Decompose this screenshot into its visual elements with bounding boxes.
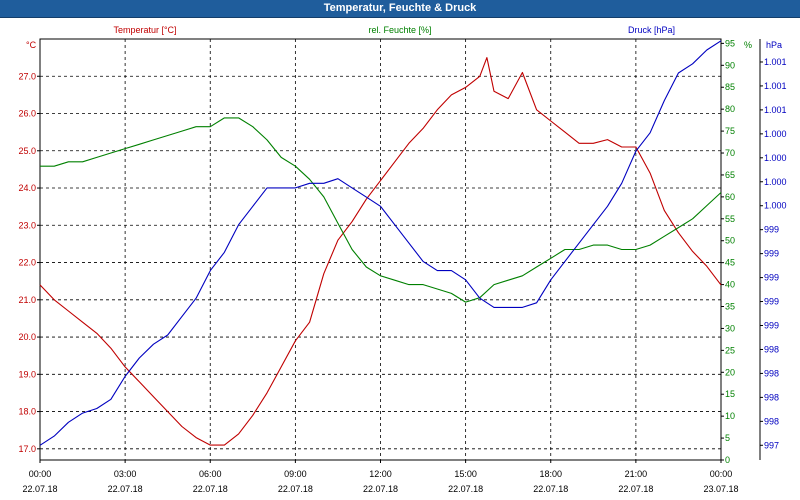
temperature-tick-label: 22.0: [18, 258, 36, 268]
temperature-tick-label: 18.0: [18, 407, 36, 417]
x-tick-date: 22.07.18: [618, 484, 653, 494]
humidity-tick-label: 65: [725, 170, 735, 180]
temperature-tick-label: 17.0: [18, 444, 36, 454]
x-tick-time: 06:00: [199, 469, 222, 479]
humidity-tick-label: 80: [725, 104, 735, 114]
humidity-tick-label: 75: [725, 126, 735, 136]
pressure-tick-label: 998: [764, 416, 779, 426]
temperature-line: [39, 57, 722, 446]
temperature-tick-label: 24.0: [18, 183, 36, 193]
temperature-tick-label: 19.0: [18, 369, 36, 379]
humidity-tick-label: 45: [725, 258, 735, 268]
legend-entry: rel. Feuchte [%]: [368, 25, 431, 35]
x-tick-date: 23.07.18: [703, 484, 738, 494]
pressure-tick-label: 999: [764, 249, 779, 259]
humidity-tick-label: 90: [725, 60, 735, 70]
humidity-tick-label: 50: [725, 236, 735, 246]
temperature-tick-label: 23.0: [18, 220, 36, 230]
x-tick-time: 18:00: [539, 469, 562, 479]
pressure-line: [39, 40, 722, 446]
humidity-tick-label: 60: [725, 192, 735, 202]
humidity-tick-label: 40: [725, 280, 735, 290]
pressure-tick-label: 1.001: [764, 105, 787, 115]
humidity-tick-label: 85: [725, 82, 735, 92]
temperature-tick-label: 25.0: [18, 146, 36, 156]
pressure-tick-label: 999: [764, 273, 779, 283]
humidity-tick-label: 70: [725, 148, 735, 158]
humidity-tick-label: 55: [725, 214, 735, 224]
x-tick-date: 22.07.18: [22, 484, 57, 494]
humidity-tick-label: 20: [725, 367, 735, 377]
humidity-tick-label: 5: [725, 433, 730, 443]
pressure-tick-label: 997: [764, 440, 779, 450]
x-tick-time: 12:00: [369, 469, 392, 479]
humidity-tick-label: 10: [725, 411, 735, 421]
temperature-tick-label: 21.0: [18, 295, 36, 305]
x-tick-date: 22.07.18: [363, 484, 398, 494]
window-title: Temperatur, Feuchte & Druck: [0, 0, 800, 18]
pressure-tick-label: 998: [764, 368, 779, 378]
x-tick-time: 00:00: [29, 469, 52, 479]
pressure-tick-label: 999: [764, 225, 779, 235]
pressure-tick-label: 1.001: [764, 57, 787, 67]
x-tick-date: 22.07.18: [278, 484, 313, 494]
humidity-tick-label: 30: [725, 323, 735, 333]
humidity-tick-label: 0: [725, 455, 730, 465]
pressure-tick-label: 998: [764, 344, 779, 354]
pressure-tick-label: 999: [764, 297, 779, 307]
pressure-tick-label: 1.000: [764, 153, 787, 163]
x-tick-time: 09:00: [284, 469, 307, 479]
x-tick-date: 22.07.18: [193, 484, 228, 494]
legend-entry: Temperatur [°C]: [113, 25, 176, 35]
legend-entry: Druck [hPa]: [628, 25, 675, 35]
temperature-tick-label: 27.0: [18, 71, 36, 81]
pressure-tick-label: 1.000: [764, 201, 787, 211]
x-tick-time: 00:00: [710, 469, 733, 479]
temperature-tick-label: 26.0: [18, 109, 36, 119]
humidity-tick-label: 35: [725, 302, 735, 312]
pressure-tick-label: 999: [764, 321, 779, 331]
humidity-tick-label: 25: [725, 345, 735, 355]
humidity-unit-label: %: [744, 40, 752, 50]
pressure-tick-label: 998: [764, 392, 779, 402]
temperature-unit-label: °C: [26, 40, 37, 50]
humidity-line: [40, 117, 722, 303]
x-tick-time: 03:00: [114, 469, 137, 479]
pressure-tick-label: 1.000: [764, 129, 787, 139]
humidity-tick-label: 15: [725, 389, 735, 399]
x-tick-date: 22.07.18: [108, 484, 143, 494]
temperature-tick-label: 20.0: [18, 332, 36, 342]
humidity-tick-label: 95: [725, 38, 735, 48]
pressure-tick-label: 1.000: [764, 177, 787, 187]
x-tick-time: 15:00: [454, 469, 477, 479]
pressure-tick-label: 1.001: [764, 81, 787, 91]
x-tick-date: 22.07.18: [533, 484, 568, 494]
pressure-unit-label: hPa: [766, 40, 782, 50]
x-tick-time: 21:00: [625, 469, 648, 479]
x-tick-date: 22.07.18: [448, 484, 483, 494]
